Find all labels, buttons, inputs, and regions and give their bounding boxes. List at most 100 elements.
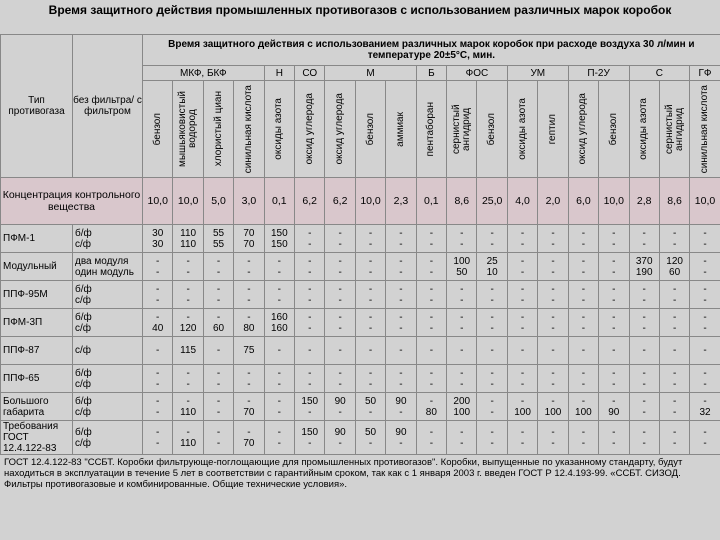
data-cell: -- [537,420,569,455]
cell-line: - [612,437,616,449]
data-cell: -- [537,280,569,309]
cell-line: - [216,406,221,418]
data-cell: -110 [172,392,204,421]
cell-line: - [703,345,707,356]
cell-line: - [216,367,221,379]
data-cell: -- [506,280,539,309]
cell-line: - [429,395,434,407]
data-cell: -- [294,224,326,253]
data-cell: -- [263,364,296,393]
substance-cell: хлористый циан [202,80,235,178]
cell-line: 90 [395,426,407,438]
title: Время защитного действия промышленных пр… [48,3,672,17]
concentration-value: 8,6 [446,177,478,225]
cell-line: - [368,266,373,278]
cell-line: 50 [364,426,377,438]
data-cell: -100 [506,392,539,421]
data-cell: -- [506,252,539,281]
data-cell: -- [658,392,691,421]
cell-line: - [368,311,373,323]
cell-line: - [277,367,281,379]
group-label: Б [415,65,448,81]
cell-line: 70 [243,227,255,239]
cell-line: - [460,283,464,295]
cell-line: - [551,378,555,390]
cell-line: б/ф [75,367,92,379]
cell-line: - [277,378,281,390]
substance-cell: аммиак [385,80,417,178]
cell-line: - [672,345,677,356]
substance-cell: бензол [598,80,630,178]
cell-line: с/ф [75,378,92,390]
data-cell: - [537,336,569,365]
cell-line: - [308,367,312,379]
cell-line: - [581,322,586,334]
cell-line: б/ф [75,395,92,407]
substance-cell: оксид углерода [567,80,600,178]
data-cell: - [202,336,235,365]
cell-line: - [642,238,646,250]
cell-line: б/ф [75,227,92,239]
cell-line: - [490,426,494,438]
cell-line: - [642,378,646,390]
data-cell: -- [598,280,630,309]
cell-line: - [216,255,221,267]
data-cell: -- [598,364,630,393]
data-cell: -32 [689,392,720,421]
data-row: Модульный два модуля один модуль - - - - - - - - - -… [0,252,720,281]
data-cell: -- [324,280,356,309]
data-cell: -- [324,308,356,337]
data-cell: -- [324,252,356,281]
cell-line: - [216,437,221,449]
cell-line: - [642,322,646,334]
data-cell: - [324,336,356,365]
substance-label: сернистый ангидрид [450,104,472,154]
cell-line: - [490,395,494,407]
data-cell: -- [354,364,387,393]
data-cell: -90 [598,392,630,421]
cell-line: с/ф [75,437,92,449]
cell-line: - [612,395,616,407]
group-label: П-2У [567,65,630,81]
cell-line: - [308,294,312,306]
cell-line: - [612,227,616,239]
data-cell: -- [141,364,174,393]
data-cell: - [415,336,448,365]
cell-line: 110 [180,406,197,418]
substance-label: бензол [486,112,498,146]
data-cell: -- [446,224,478,253]
cell-line: - [399,367,403,379]
substance-label: оксид углерода [577,93,589,165]
cell-line: - [216,283,221,295]
cell-line: 55 [212,227,225,239]
data-cell: -- [294,252,326,281]
cell-line: - [642,437,646,449]
substance-cell: бензол [141,80,174,178]
substance-cell: сернистый ангидрид [658,80,691,178]
cell-line: 60 [669,266,681,278]
cell-line: 190 [635,266,653,278]
cell-line: - [612,322,616,334]
cell-line: - [551,437,555,449]
cell-line: - [338,367,342,379]
header-row: Тип противогаза без фильтра/ с фильтром Вр… [0,34,720,178]
row-mode: б/ф с/ф [72,224,143,253]
cell-line: - [338,378,342,390]
row-mode: два модуля один модуль [72,252,143,281]
group-label: МКФ, БКФ [142,65,265,81]
concentration-value: 10,0 [598,177,630,225]
cell-line: - [490,345,494,356]
row-mode: б/ф с/ф [72,280,143,309]
cell-line: - [368,367,373,379]
data-cell: 30 30 [141,224,174,253]
data-cell: 370 190 [628,252,660,281]
data-cell: -- [598,224,630,253]
cell-line: - [642,406,646,418]
cell-line: - [368,406,373,418]
cell-line: - [429,437,434,449]
data-cell: 110 110 [172,224,204,253]
cell-line: - [368,378,373,390]
row-type: Большого габарита [0,392,73,421]
data-cell: -- [628,308,660,337]
data-cell: -- [415,280,448,309]
